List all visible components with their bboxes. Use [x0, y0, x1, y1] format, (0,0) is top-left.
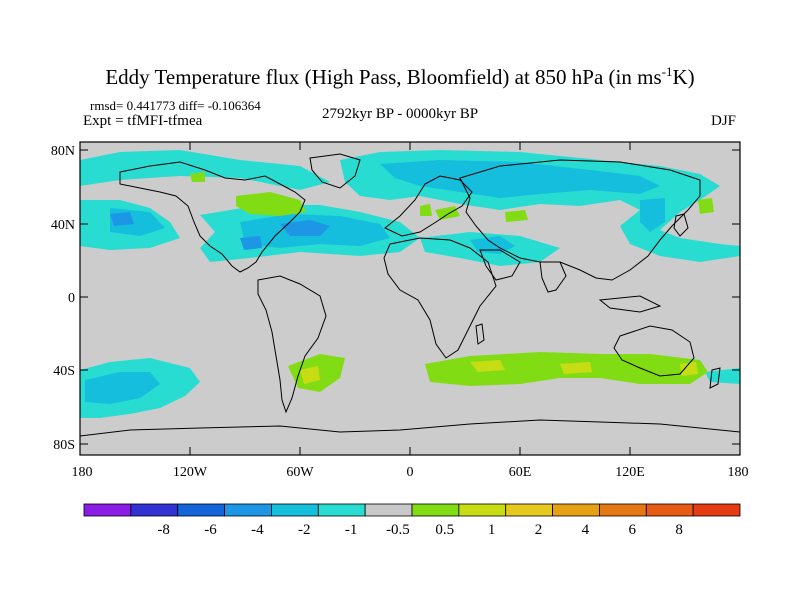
colorbar-labels: -8 -6 -4 -2 -1 -0.5 0.5 1 2 4 6 8 — [157, 522, 682, 538]
title-main: Eddy Temperature flux (High Pass, Bloomf… — [105, 65, 662, 89]
lon-label-120w: 120W — [173, 465, 208, 480]
colorbar-swatch — [645, 503, 694, 517]
title-superscript: -1 — [661, 64, 673, 79]
colorbar-swatch — [599, 503, 647, 517]
colorbar-swatch — [692, 503, 741, 517]
colorbar-label: 0.5 — [435, 522, 454, 538]
colorbar-swatch — [505, 503, 553, 517]
experiment-label: Expt = tfMFI-tfmea — [83, 113, 203, 129]
coastlines — [80, 153, 740, 437]
lat-label-40s: 40S — [53, 364, 75, 379]
colorbar-label: -6 — [204, 522, 217, 538]
lat-label-40n: 40N — [51, 218, 75, 233]
lat-label-80n: 80N — [51, 144, 75, 159]
colorbar-label: 2 — [535, 522, 543, 538]
colorbar-swatch — [552, 503, 600, 517]
colorbar-swatch — [364, 503, 413, 517]
period-label: 2792kyr BP - 0000kyr BP — [322, 106, 479, 122]
latitude-axis — [80, 149, 740, 445]
colorbar-label: 1 — [488, 522, 496, 538]
lon-label-0: 0 — [407, 465, 414, 480]
plot-title: Eddy Temperature flux (High Pass, Bloomf… — [0, 60, 800, 89]
stats-line: rmsd= 0.441773 diff= -0.106364 — [90, 98, 261, 113]
colorbar-label: 6 — [628, 522, 636, 538]
colorbar-label: -2 — [298, 522, 311, 538]
colorbar-label: 4 — [582, 522, 590, 538]
lat-label-0: 0 — [68, 291, 75, 306]
lon-label-60w: 60W — [286, 465, 314, 480]
colorbar-label: -1 — [345, 522, 358, 538]
colorbar-label: 8 — [675, 522, 683, 538]
lat-label-80s: 80S — [53, 438, 75, 453]
lon-label-180w: 180 — [72, 465, 93, 480]
colorbar-swatch — [317, 503, 366, 517]
season-label: DJF — [711, 113, 737, 129]
title-end: K) — [672, 65, 695, 89]
longitude-axis — [189, 142, 631, 455]
colorbar-label: -4 — [251, 522, 264, 538]
colorbar-swatch — [83, 503, 132, 517]
colorbar-label: -8 — [157, 522, 170, 538]
lon-label-180e: 180 — [728, 465, 749, 480]
colorbar-swatch — [224, 503, 272, 517]
lon-label-60e: 60E — [509, 465, 532, 480]
colorbar-label: -0.5 — [386, 522, 410, 538]
anomaly-fields — [80, 150, 740, 418]
colorbar-swatch — [411, 503, 460, 517]
colorbar-swatch — [271, 503, 319, 517]
colorbar-swatch — [130, 503, 179, 517]
colorbar — [83, 503, 741, 517]
lon-label-120e: 120E — [615, 465, 645, 480]
colorbar-swatch — [458, 503, 507, 517]
colorbar-swatch — [177, 503, 225, 517]
